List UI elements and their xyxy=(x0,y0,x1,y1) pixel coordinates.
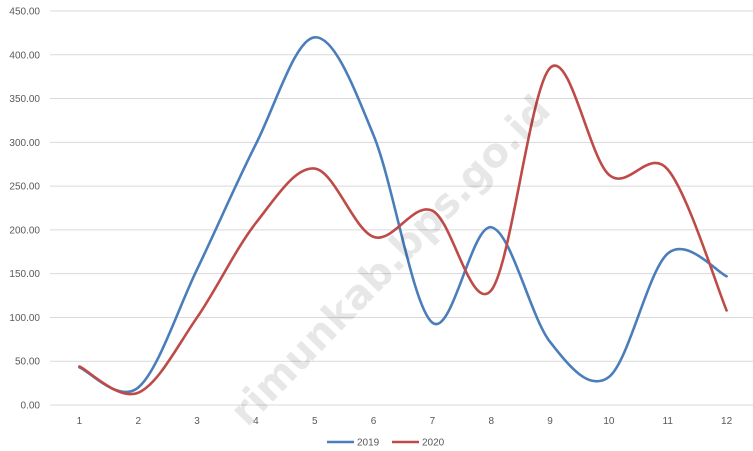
legend-label-2020: 2020 xyxy=(422,438,445,449)
x-tick-label: 9 xyxy=(547,416,553,427)
y-tick-label: 0.00 xyxy=(21,401,41,412)
x-tick-label: 10 xyxy=(603,416,615,427)
y-tick-label: 400.00 xyxy=(9,50,40,61)
gridlines xyxy=(50,10,753,406)
legend: 2019 2020 xyxy=(327,438,445,449)
y-tick-label: 100.00 xyxy=(9,313,40,324)
x-axis-tick-labels: 1 2 3 4 5 6 7 8 9 10 11 12 xyxy=(77,416,733,427)
series-lines xyxy=(78,35,728,396)
y-tick-label: 300.00 xyxy=(9,138,40,149)
x-tick-label: 6 xyxy=(371,416,377,427)
y-tick-label: 350.00 xyxy=(9,94,40,105)
x-tick-label: 3 xyxy=(194,416,200,427)
series-line-2019 xyxy=(78,35,728,394)
x-tick-label: 1 xyxy=(77,416,83,427)
x-tick-label: 7 xyxy=(430,416,436,427)
x-tick-label: 5 xyxy=(312,416,318,427)
y-axis-tick-labels: 0.00 50.00 100.00 150.00 200.00 250.00 300.00 3… xyxy=(9,7,40,412)
y-tick-label: 150.00 xyxy=(9,269,40,280)
x-tick-label: 11 xyxy=(663,416,674,427)
legend-label-2019: 2019 xyxy=(357,438,380,449)
watermark: rimunkab.bps.go.id xyxy=(221,87,559,435)
x-tick-label: 2 xyxy=(135,416,141,427)
y-tick-label: 50.00 xyxy=(15,357,40,368)
x-tick-label: 8 xyxy=(488,416,494,427)
x-tick-label: 12 xyxy=(721,416,733,427)
series-line-2020 xyxy=(78,64,728,396)
y-tick-label: 200.00 xyxy=(9,225,40,236)
y-tick-label: 250.00 xyxy=(9,182,40,193)
y-tick-label: 450.00 xyxy=(9,7,40,18)
x-tick-label: 4 xyxy=(253,416,259,427)
